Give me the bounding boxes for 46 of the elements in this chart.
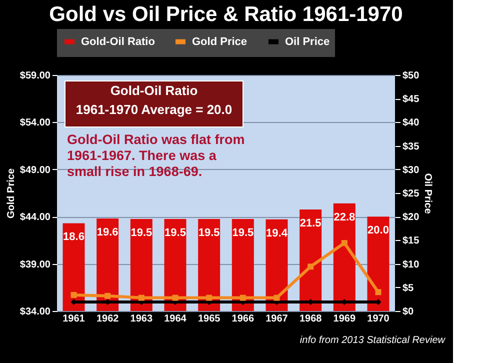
y-tick-label: $34.00 — [20, 306, 51, 318]
y2-tick-label: $15 — [402, 236, 420, 247]
legend-label: Oil Price — [285, 36, 330, 48]
data-label: 19.5 — [198, 226, 220, 239]
x-tick-label: 1964 — [164, 314, 187, 324]
data-label: 22.8 — [334, 211, 356, 224]
y2-tick-label: $35 — [402, 141, 420, 152]
y2-tick-label: $25 — [402, 188, 420, 200]
y-tick-label: $49.00 — [20, 164, 51, 176]
data-label: 19.5 — [164, 226, 186, 239]
x-tick-label: 1967 — [266, 314, 288, 324]
annotation: Gold-Oil Ratio was flat from 1961-1967. There was a small rise in 1968-69. — [67, 132, 245, 179]
y-tick-label: $39.00 — [20, 259, 51, 270]
data-label: 19.6 — [96, 226, 118, 238]
data-label: 20.0 — [368, 224, 389, 237]
data-label: 19.4 — [266, 227, 288, 240]
y2-tick-label: $45 — [402, 94, 420, 106]
y-tick-label: $59.00 — [20, 70, 51, 82]
x-tick-label: 1965 — [198, 314, 221, 324]
y2-tick-label: $10 — [402, 259, 420, 270]
text: info from 2013 Statistical Review — [300, 335, 446, 346]
y2-tick-label: $20 — [402, 212, 420, 224]
x-tick-label: 1968 — [299, 314, 322, 324]
y2-tick-label: $50 — [402, 70, 420, 82]
x-tick-label: 1970 — [367, 314, 390, 324]
data-label: 19.5 — [232, 226, 254, 239]
data-label: 21.5 — [300, 218, 322, 230]
y2-tick-label: $40 — [402, 118, 420, 129]
y2-tick-label: $5 — [402, 282, 414, 294]
x-tick-label: 1966 — [232, 314, 254, 324]
data-label: 19.5 — [130, 226, 152, 239]
y-tick-label: $54.00 — [20, 118, 51, 129]
chart-title: Gold vs Oil Price & Ratio 1961-1970 — [49, 3, 403, 26]
legend-label: Gold Price — [192, 36, 248, 48]
data-label: 18.6 — [63, 231, 84, 244]
legend-label: Gold-Oil Ratio — [81, 36, 156, 48]
x-tick-label: 1963 — [130, 314, 153, 324]
annotation: Gold-Oil Ratio 1961-1970 Average = 20.0 — [76, 83, 232, 117]
x-tick-label: 1961 — [62, 314, 86, 324]
y2-tick-label: $0 — [402, 306, 414, 318]
x-tick-label: 1962 — [96, 314, 120, 324]
y-axis-title: Gold Price — [6, 168, 17, 219]
y2-axis-title: Oil Price — [422, 173, 434, 214]
y-tick-label: $44.00 — [20, 212, 51, 224]
x-tick-label: 1969 — [333, 314, 356, 324]
y2-tick-label: $30 — [402, 164, 420, 176]
